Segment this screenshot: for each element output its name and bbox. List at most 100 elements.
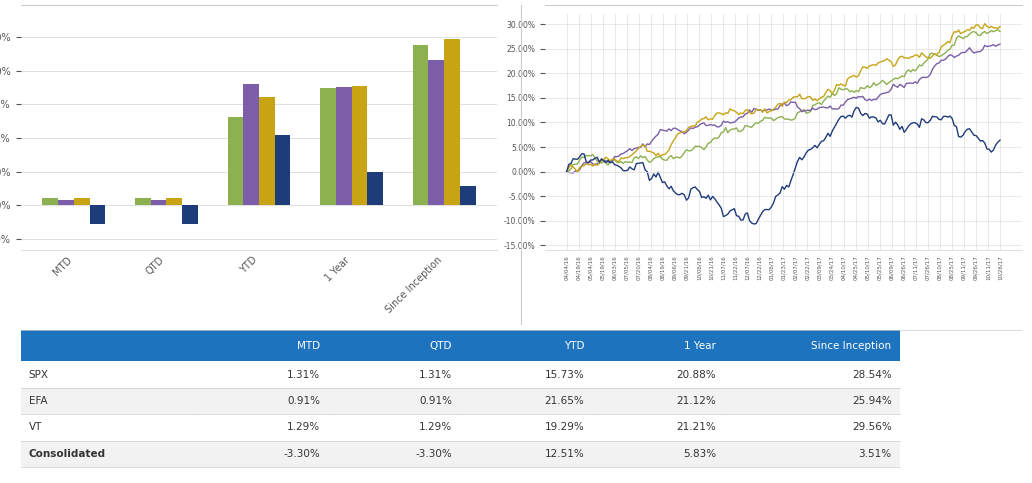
EFA (580, 160, 592, 166)
FancyBboxPatch shape (196, 440, 328, 467)
Consolidated (850, 104, 863, 110)
Bar (74, 198, 90, 205)
Text: 25.94%: 25.94% (851, 396, 892, 406)
Text: QTD: QTD (429, 341, 452, 351)
VT (994, 24, 1006, 29)
FancyBboxPatch shape (196, 361, 328, 388)
Point (68, 197, 80, 202)
FancyBboxPatch shape (460, 388, 592, 414)
Text: 0.91%: 0.91% (287, 396, 320, 406)
Text: Since Inception: Since Inception (811, 341, 892, 351)
Text: 20.88%: 20.88% (677, 369, 716, 380)
Bar (460, 185, 476, 205)
Bar (182, 205, 198, 224)
Text: SPX: SPX (29, 369, 49, 380)
Text: 1.31%: 1.31% (419, 369, 452, 380)
FancyBboxPatch shape (21, 414, 196, 440)
EFA (643, 142, 655, 147)
Bar (42, 198, 58, 205)
Text: 3.51%: 3.51% (859, 449, 892, 459)
EFA (974, 49, 987, 55)
FancyBboxPatch shape (460, 330, 592, 361)
FancyBboxPatch shape (724, 361, 900, 388)
Line: VT: VT (567, 24, 1000, 172)
Bar (335, 87, 352, 205)
Bar (58, 200, 74, 205)
FancyBboxPatch shape (724, 440, 900, 467)
Bar (90, 205, 105, 224)
Line: EFA: EFA (567, 44, 1000, 173)
FancyBboxPatch shape (196, 414, 328, 440)
Text: MTD: MTD (297, 341, 320, 351)
VT (580, 161, 592, 167)
SPX (957, 36, 969, 42)
Text: 21.65%: 21.65% (545, 396, 584, 406)
EFA (589, 162, 602, 168)
Text: 21.12%: 21.12% (677, 396, 716, 406)
VT (678, 129, 690, 135)
Point (160, 197, 172, 202)
EFA (567, 170, 579, 176)
Bar (151, 200, 166, 205)
FancyBboxPatch shape (724, 414, 900, 440)
FancyBboxPatch shape (196, 330, 328, 361)
FancyBboxPatch shape (21, 388, 196, 414)
Consolidated (586, 157, 599, 163)
Text: 5.83%: 5.83% (683, 449, 716, 459)
Bar (275, 135, 290, 205)
Bar (428, 60, 444, 205)
SPX (586, 152, 599, 157)
FancyBboxPatch shape (724, 330, 900, 361)
SPX (992, 27, 1004, 33)
VT (560, 169, 573, 174)
Bar (367, 172, 383, 205)
Text: Consolidated: Consolidated (29, 449, 105, 459)
EFA (959, 50, 971, 56)
VT (978, 21, 991, 27)
Consolidated (560, 169, 573, 174)
FancyBboxPatch shape (592, 330, 724, 361)
FancyBboxPatch shape (460, 440, 592, 467)
Consolidated (641, 169, 653, 175)
FancyBboxPatch shape (21, 440, 196, 467)
Text: 19.29%: 19.29% (545, 423, 584, 432)
VT (572, 169, 584, 175)
VT (589, 161, 602, 167)
FancyBboxPatch shape (328, 440, 460, 467)
FancyBboxPatch shape (460, 361, 592, 388)
FancyBboxPatch shape (21, 330, 196, 361)
VT (959, 28, 971, 34)
Consolidated (676, 190, 688, 196)
Consolidated (961, 127, 973, 132)
Bar (444, 40, 460, 205)
Legend: SPX, EFA, VT, Consolidated: SPX, EFA, VT, Consolidated (146, 357, 373, 375)
Text: 1.29%: 1.29% (287, 423, 320, 432)
Text: 1.31%: 1.31% (287, 369, 320, 380)
SPX (676, 153, 688, 159)
Text: 28.54%: 28.54% (851, 369, 892, 380)
Bar (259, 97, 275, 205)
SPX (994, 28, 1006, 34)
FancyBboxPatch shape (196, 388, 328, 414)
Text: YTD: YTD (563, 341, 584, 351)
Text: 1.29%: 1.29% (419, 423, 452, 432)
Legend: SPX, EFA, VT, Consolidated: SPX, EFA, VT, Consolidated (670, 357, 897, 375)
Bar (227, 117, 244, 205)
Text: EFA: EFA (29, 396, 47, 406)
Text: -3.30%: -3.30% (283, 449, 320, 459)
Consolidated (994, 137, 1006, 143)
SPX (578, 155, 590, 160)
VT (643, 148, 655, 154)
Bar (352, 86, 367, 205)
Consolidated (578, 151, 590, 157)
FancyBboxPatch shape (592, 440, 724, 467)
FancyBboxPatch shape (460, 414, 592, 440)
FancyBboxPatch shape (328, 330, 460, 361)
Bar (135, 198, 151, 205)
Bar (244, 84, 259, 205)
Text: 0.91%: 0.91% (419, 396, 452, 406)
Text: 1 Year: 1 Year (684, 341, 716, 351)
SPX (560, 169, 573, 174)
Text: 15.73%: 15.73% (545, 369, 584, 380)
FancyBboxPatch shape (592, 414, 724, 440)
